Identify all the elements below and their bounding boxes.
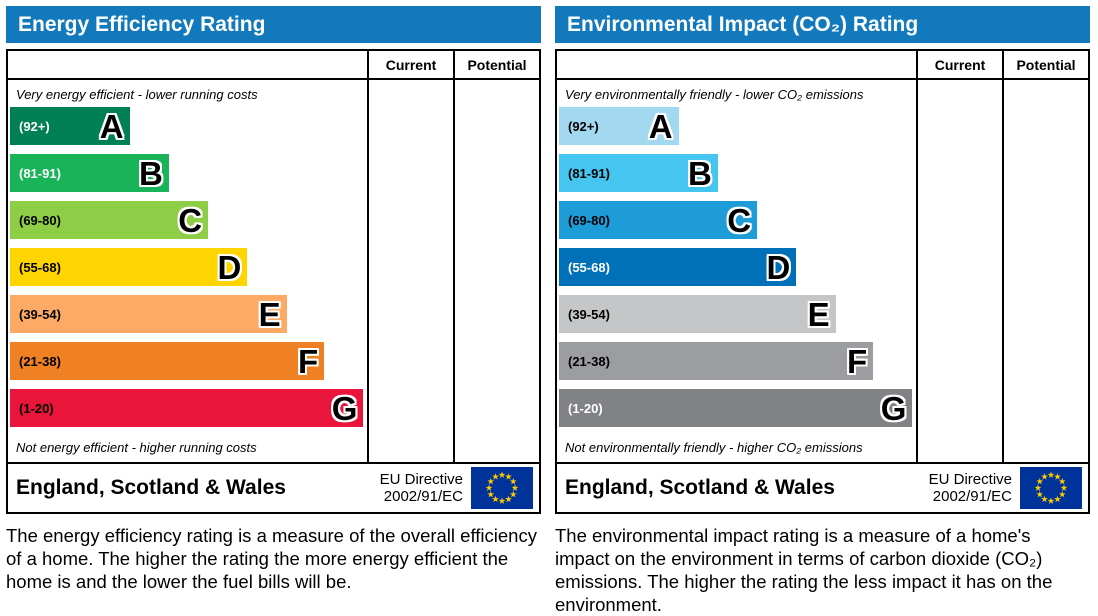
energy-efficiency-description: The energy efficiency rating is a measur… (6, 525, 537, 592)
current-value-column (916, 80, 1002, 462)
top-note: Very environmentally friendly - lower CO… (565, 87, 864, 102)
band-d-bar: (55-68) D (10, 248, 248, 286)
rating-band-row: (39-54) E (10, 295, 367, 333)
eu-flag-icon (471, 467, 533, 509)
band-range: (21-38) (19, 353, 61, 369)
eu-directive-line1: EU Directive (928, 470, 1012, 488)
rating-band-row: (39-54) E (559, 295, 916, 333)
band-range: (69-80) (568, 212, 610, 228)
band-range: (92+) (19, 118, 50, 134)
band-range: (81-91) (568, 165, 610, 181)
eu-flag-icon (1020, 467, 1082, 509)
band-g-bar: (1-20) G (559, 389, 913, 427)
rating-band-row: (1-20) G (559, 389, 916, 427)
rating-band-row: (81-91) B (559, 154, 916, 192)
band-letter: D (766, 248, 791, 286)
rating-bands-area: Very energy efficient - lower running co… (8, 80, 367, 462)
chart-column-headers: Current Potential (8, 51, 539, 80)
eu-directive-line2: 2002/91/EC (383, 488, 463, 505)
band-a-bar: (92+) A (559, 107, 679, 145)
band-letter: B (688, 154, 712, 192)
potential-column-header: Potential (453, 51, 539, 78)
band-letter: E (807, 295, 830, 333)
chart-body: Very energy efficient - lower running co… (8, 80, 539, 462)
column-header-spacer (8, 51, 367, 78)
environmental-impact-panel: Environmental Impact (CO₂) Rating Curren… (555, 6, 1090, 616)
rating-band-row: (92+) A (10, 107, 367, 145)
bottom-note: Not energy efficient - higher running co… (16, 440, 257, 455)
band-range: (55-68) (568, 259, 610, 275)
band-letter: D (217, 248, 242, 286)
eu-directive-line2: 2002/91/EC (932, 488, 1012, 505)
current-column-header: Current (367, 51, 453, 78)
bottom-note: Not environmentally friendly - higher CO… (565, 440, 863, 455)
band-range: (55-68) (19, 259, 61, 275)
energy-efficiency-chart: Current Potential Very energy efficient … (6, 49, 541, 514)
band-letter: B (139, 154, 163, 192)
band-c-bar: (69-80) C (10, 201, 209, 239)
band-letter: C (178, 201, 203, 239)
rating-band-row: (21-38) F (559, 342, 916, 380)
band-letter: A (648, 107, 673, 145)
rating-band-row: (69-80) C (559, 201, 916, 239)
band-range: (39-54) (19, 306, 61, 322)
rating-band-row: (21-38) F (10, 342, 367, 380)
rating-band-row: (1-20) G (10, 389, 367, 427)
band-f-bar: (21-38) F (559, 342, 874, 380)
band-e-bar: (39-54) E (10, 295, 287, 333)
potential-value-column (453, 80, 539, 462)
chart-footer: England, Scotland & Wales EU Directive 2… (557, 462, 1088, 512)
eu-directive-line1: EU Directive (379, 470, 463, 488)
region-label: England, Scotland & Wales (16, 476, 286, 499)
band-letter: C (727, 201, 752, 239)
chart-body: Very environmentally friendly - lower CO… (557, 80, 1088, 462)
band-b-bar: (81-91) B (559, 154, 718, 192)
band-c-bar: (69-80) C (559, 201, 758, 239)
current-value-column (367, 80, 453, 462)
band-range: (92+) (568, 118, 599, 134)
environmental-impact-description: The environmental impact rating is a mea… (555, 525, 1053, 615)
environmental-impact-chart: Current Potential Very environmentally f… (555, 49, 1090, 514)
current-column-header: Current (916, 51, 1002, 78)
rating-band-row: (69-80) C (10, 201, 367, 239)
band-letter: F (297, 342, 319, 380)
top-note: Very energy efficient - lower running co… (16, 87, 258, 102)
band-range: (81-91) (19, 165, 61, 181)
potential-value-column (1002, 80, 1088, 462)
region-label: England, Scotland & Wales (565, 476, 835, 499)
band-f-bar: (21-38) F (10, 342, 325, 380)
band-letter: E (258, 295, 281, 333)
potential-column-header: Potential (1002, 51, 1088, 78)
column-header-spacer (557, 51, 916, 78)
band-d-bar: (55-68) D (559, 248, 797, 286)
band-range: (39-54) (568, 306, 610, 322)
band-letter: G (331, 389, 358, 427)
band-letter: F (846, 342, 868, 380)
band-letter: G (880, 389, 907, 427)
rating-band-row: (55-68) D (559, 248, 916, 286)
energy-efficiency-title: Energy Efficiency Rating (6, 6, 541, 43)
energy-efficiency-panel: Energy Efficiency Rating Current Potenti… (6, 6, 541, 616)
band-letter: A (99, 107, 124, 145)
band-range: (1-20) (19, 400, 54, 416)
band-a-bar: (92+) A (10, 107, 130, 145)
rating-band-row: (81-91) B (10, 154, 367, 192)
rating-bands-area: Very environmentally friendly - lower CO… (557, 80, 916, 462)
band-range: (1-20) (568, 400, 603, 416)
rating-band-row: (55-68) D (10, 248, 367, 286)
rating-band-row: (92+) A (559, 107, 916, 145)
chart-column-headers: Current Potential (557, 51, 1088, 80)
eu-directive-label: EU Directive 2002/91/EC (380, 471, 463, 506)
band-g-bar: (1-20) G (10, 389, 364, 427)
band-e-bar: (39-54) E (559, 295, 836, 333)
band-b-bar: (81-91) B (10, 154, 169, 192)
chart-footer: England, Scotland & Wales EU Directive 2… (8, 462, 539, 512)
eu-directive-label: EU Directive 2002/91/EC (929, 471, 1012, 506)
band-range: (21-38) (568, 353, 610, 369)
band-range: (69-80) (19, 212, 61, 228)
environmental-impact-title: Environmental Impact (CO₂) Rating (555, 6, 1090, 43)
